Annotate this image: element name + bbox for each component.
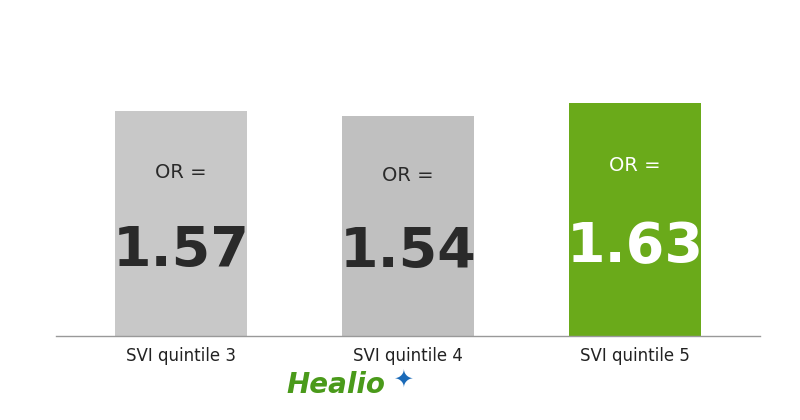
Bar: [570, 103, 701, 336]
Text: OR =: OR =: [610, 156, 661, 175]
Text: ╋: ╋: [407, 366, 414, 379]
Bar: [342, 116, 474, 336]
Text: OR =: OR =: [382, 166, 434, 185]
Text: ✦: ✦: [393, 368, 413, 392]
Text: Likelihood for multiple asthma hospital admissions vs. SVI quintile 1:: Likelihood for multiple asthma hospital …: [20, 22, 721, 40]
Text: Healio: Healio: [287, 370, 386, 399]
Text: OR =: OR =: [155, 163, 206, 181]
Text: 1.54: 1.54: [340, 225, 476, 279]
Text: 1.63: 1.63: [566, 220, 703, 274]
Text: 1.57: 1.57: [113, 224, 250, 278]
Bar: [115, 111, 246, 336]
